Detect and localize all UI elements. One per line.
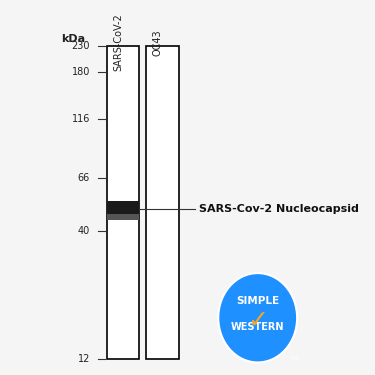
FancyBboxPatch shape: [106, 46, 140, 359]
Text: 40: 40: [78, 226, 90, 236]
Circle shape: [218, 273, 297, 363]
Text: 66: 66: [78, 173, 90, 183]
Text: 180: 180: [72, 67, 90, 77]
Text: SARS-Cov-2 Nucleocapsid: SARS-Cov-2 Nucleocapsid: [198, 204, 358, 214]
Text: WESTERN: WESTERN: [231, 322, 285, 332]
Text: 116: 116: [72, 114, 90, 123]
Text: OC43: OC43: [152, 29, 162, 56]
Text: ✓: ✓: [247, 308, 268, 332]
FancyBboxPatch shape: [106, 214, 140, 220]
Text: kDa: kDa: [62, 34, 86, 44]
Text: SARS-CoV-2: SARS-CoV-2: [113, 13, 123, 71]
FancyBboxPatch shape: [106, 201, 140, 214]
Text: TM: TM: [290, 356, 298, 361]
Text: 230: 230: [72, 41, 90, 51]
Text: SIMPLE: SIMPLE: [236, 296, 279, 306]
FancyBboxPatch shape: [146, 46, 179, 359]
Text: 12: 12: [78, 354, 90, 364]
